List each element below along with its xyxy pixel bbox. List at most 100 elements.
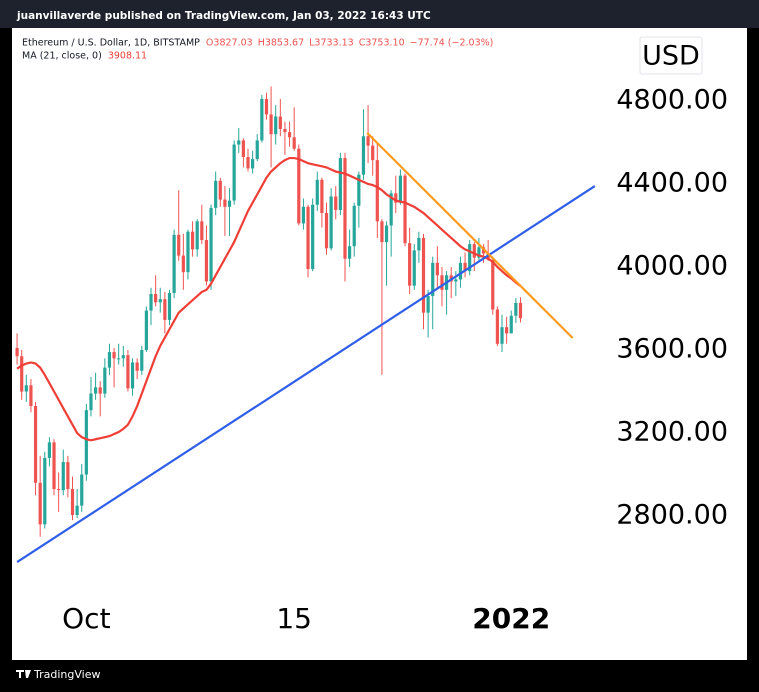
legend-value: O3827.03 [206,38,253,49]
candle-body [287,132,292,138]
candle-body [103,367,107,394]
candle-body [375,160,379,222]
candle-body [158,299,162,303]
candle-body [190,231,195,250]
candle-body [384,225,389,243]
candle-body [514,302,518,316]
candle-body [338,158,342,210]
y-tick-label: 4000.00 [616,250,728,281]
candle-body [84,410,88,475]
candle-body [468,244,472,272]
chart-area [12,28,747,660]
candle-body [43,457,47,525]
y-tick-label: 2800.00 [616,500,728,531]
legend-ma-value: 3908.11 [108,51,147,62]
candle-body [463,262,467,272]
currency-box [639,36,703,75]
header-bar [0,0,759,28]
candle-body [57,489,61,491]
candle-body [269,114,273,135]
candle-body [121,355,125,359]
trend-line [366,132,574,339]
candle-body [89,393,93,411]
legend-value: L3733.13 [309,38,354,49]
legend-symbol: Ethereum / U.S. Dollar, 1D, BITSTAMP [22,38,200,49]
candle-body [440,275,444,290]
candle-body [38,482,42,525]
candle-body [292,137,296,149]
candle-body [352,205,356,247]
candle-body [426,296,430,313]
candle-body [398,175,403,203]
x-tick-label: 2022 [472,602,550,635]
candle-body [315,179,319,205]
candle-body [361,136,366,175]
candle-body [172,234,176,293]
candle-body [246,157,250,169]
candle-body [167,292,172,320]
candle-body [380,221,384,243]
candle-body [458,262,463,280]
candle-body [518,302,523,319]
ma-line [16,156,522,442]
candle-body [130,362,135,389]
brand-logo [16,670,31,678]
candle-body [126,355,130,389]
trend-line [16,185,596,564]
candle-body [149,293,153,311]
x-tick-label: Oct [62,602,110,635]
candle-body [394,193,398,203]
candle-body [181,255,185,273]
candle-body [283,128,287,133]
legend-ma: MA (21, close, 0) [22,51,102,62]
candle-body [232,144,236,201]
candle-body [278,116,282,129]
candle-body [61,462,65,491]
y-tick-label: 4800.00 [616,84,728,115]
candle-body [435,262,439,276]
candle-body [500,327,504,344]
candle-body [66,462,70,490]
y-tick-label: 4400.00 [616,167,728,198]
x-tick-label: 15 [276,602,312,635]
candle-body [241,140,245,158]
candle-body [366,136,370,146]
candle-body [324,213,329,249]
legend-value: C3753.10 [359,38,405,49]
candle-body [491,259,495,310]
candle-body [509,315,513,334]
candle-body [186,231,190,273]
candle-body [163,299,167,320]
candle-body [329,196,333,249]
candle-body [311,204,315,270]
candle-body [223,199,227,207]
candle-body [29,385,33,407]
candle-body [505,327,509,334]
candle-body [204,240,209,282]
candle-body [200,221,204,241]
y-tick-label: 3200.00 [616,417,728,448]
candle-body [70,489,75,515]
candle-body [195,221,199,250]
candle-body [472,244,476,258]
candle-body [227,200,232,207]
candle-body [274,116,278,135]
candle-body [15,347,19,357]
candle-body [408,243,412,286]
candle-body [33,406,38,483]
candle-body [218,180,222,200]
footer-brand: TradingView [33,668,100,681]
candle-body [140,350,144,371]
candle-body [320,179,324,214]
currency-label: USD [642,41,700,72]
candle-body [52,442,56,490]
candle-body [20,356,24,392]
candle-body [260,98,264,141]
candle-body [454,279,458,282]
candle-body [80,474,84,506]
candle-body [177,234,181,256]
candle-body [75,505,79,515]
candle-body [431,262,435,297]
